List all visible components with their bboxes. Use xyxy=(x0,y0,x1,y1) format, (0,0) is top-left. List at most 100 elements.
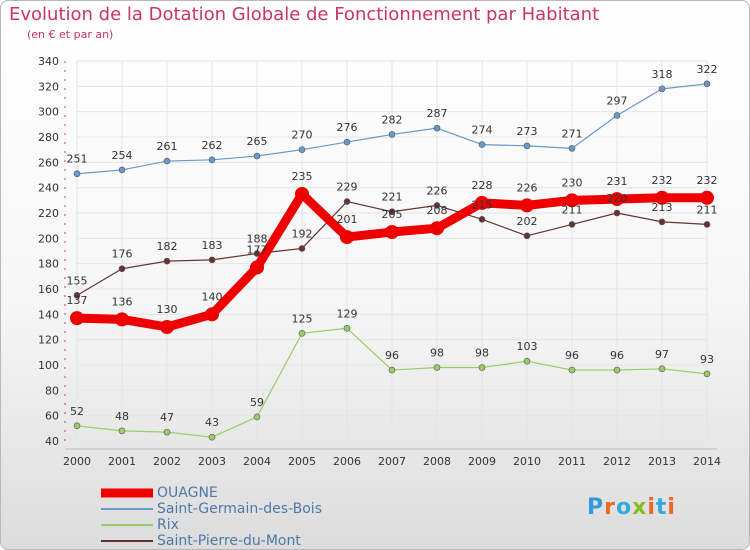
data-point-saint-pierre xyxy=(703,221,711,228)
y-tick-label: 120 xyxy=(38,334,59,347)
data-point-saint-germain xyxy=(433,124,441,132)
data-label-saint-germain: 261 xyxy=(157,140,178,153)
legend-swatch-saint-pierre xyxy=(101,540,153,542)
data-label-ouagne: 235 xyxy=(292,170,313,183)
data-label-saint-germain: 254 xyxy=(112,149,133,162)
data-label-rix: 96 xyxy=(385,349,399,362)
data-label-saint-germain: 265 xyxy=(247,135,268,148)
legend-label-rix: Rix xyxy=(157,517,179,533)
data-label-ouagne: 231 xyxy=(607,175,628,188)
x-tick-label: 2003 xyxy=(198,455,226,468)
data-label-saint-germain: 262 xyxy=(202,139,223,152)
data-point-saint-pierre xyxy=(118,265,126,273)
data-label-rix: 59 xyxy=(250,396,264,409)
data-point-ouagne xyxy=(115,312,129,327)
x-tick-label: 2002 xyxy=(153,455,181,468)
x-tick-label: 2005 xyxy=(288,455,316,468)
y-tick-label: 200 xyxy=(38,232,59,245)
y-tick-label: 260 xyxy=(38,156,59,169)
y-tick-label: 180 xyxy=(38,258,59,271)
x-tick-label: 2010 xyxy=(513,455,541,468)
data-point-ouagne xyxy=(700,190,714,205)
data-point-saint-pierre xyxy=(478,216,486,223)
data-label-saint-germain: 251 xyxy=(67,153,88,166)
logo-letter: i xyxy=(667,495,676,520)
data-point-rix xyxy=(388,366,396,374)
data-point-saint-pierre xyxy=(523,232,531,240)
legend-swatch-saint-germain xyxy=(101,508,153,510)
data-label-rix: 103 xyxy=(517,340,538,353)
data-label-rix: 98 xyxy=(430,347,444,360)
y-tick-label: 60 xyxy=(45,410,59,423)
logo-letter: i xyxy=(647,495,656,520)
data-point-rix xyxy=(478,364,486,371)
data-label-saint-pierre: 182 xyxy=(157,240,178,253)
data-label-saint-pierre: 192 xyxy=(292,227,313,240)
y-tick-label: 80 xyxy=(45,384,59,397)
y-tick-label: 220 xyxy=(38,207,59,220)
y-tick-label: 100 xyxy=(38,359,59,372)
data-label-ouagne: 205 xyxy=(382,208,403,221)
data-point-rix xyxy=(703,370,711,378)
data-point-rix xyxy=(118,427,126,435)
chart-subtitle: (en € et par an) xyxy=(27,28,114,41)
legend-label-saint-pierre: Saint-Pierre-du-Mont xyxy=(157,533,301,549)
data-point-ouagne xyxy=(340,230,354,245)
data-point-saint-pierre xyxy=(343,198,351,205)
data-point-saint-germain xyxy=(658,85,666,93)
data-point-saint-pierre xyxy=(208,256,216,264)
data-point-saint-germain xyxy=(73,170,81,178)
data-point-rix xyxy=(73,422,81,430)
logo-letter: o xyxy=(615,495,633,520)
data-label-saint-germain: 318 xyxy=(652,68,673,81)
data-point-rix xyxy=(298,330,306,337)
data-point-ouagne xyxy=(205,307,219,322)
logo-letter: P xyxy=(587,495,605,520)
data-label-saint-pierre: 229 xyxy=(337,181,358,194)
x-tick-label: 2001 xyxy=(108,455,136,468)
data-label-saint-pierre: 202 xyxy=(517,215,538,228)
data-point-saint-pierre xyxy=(298,245,306,252)
data-label-saint-germain: 276 xyxy=(337,121,358,134)
data-point-rix xyxy=(208,433,216,441)
data-point-saint-germain xyxy=(118,166,126,174)
data-label-ouagne: 136 xyxy=(112,295,133,308)
y-tick-label: 300 xyxy=(38,106,59,119)
data-point-ouagne xyxy=(430,221,444,236)
data-label-ouagne: 137 xyxy=(67,294,88,307)
x-tick-label: 2004 xyxy=(243,455,271,468)
data-label-rix: 129 xyxy=(337,307,358,320)
data-point-rix xyxy=(568,366,576,374)
data-point-ouagne xyxy=(160,320,174,334)
data-label-rix: 96 xyxy=(565,349,579,362)
data-label-saint-pierre: 215 xyxy=(472,198,493,211)
data-label-rix: 96 xyxy=(610,349,624,362)
y-tick-label: 280 xyxy=(38,131,59,144)
x-tick-label: 2012 xyxy=(603,455,631,468)
data-point-saint-germain xyxy=(568,145,576,152)
data-point-ouagne xyxy=(565,193,579,208)
legend-swatch-rix xyxy=(101,524,153,526)
data-label-ouagne: 130 xyxy=(157,303,178,316)
data-label-ouagne: 201 xyxy=(337,213,358,226)
data-point-ouagne xyxy=(250,260,264,275)
data-point-ouagne xyxy=(475,195,489,210)
data-point-saint-pierre xyxy=(658,218,666,226)
data-label-saint-pierre: 188 xyxy=(247,233,268,246)
data-point-ouagne xyxy=(520,198,534,213)
data-point-ouagne xyxy=(385,225,399,239)
x-tick-label: 2013 xyxy=(648,455,676,468)
data-point-saint-germain xyxy=(343,138,351,146)
data-label-saint-pierre: 155 xyxy=(67,274,88,287)
data-label-saint-germain: 282 xyxy=(382,113,403,126)
data-label-ouagne: 230 xyxy=(562,176,583,189)
data-label-rix: 98 xyxy=(475,347,489,360)
data-point-saint-pierre xyxy=(388,208,396,216)
data-label-rix: 93 xyxy=(700,353,714,366)
data-label-ouagne: 232 xyxy=(697,174,718,187)
data-label-ouagne: 226 xyxy=(517,181,538,194)
data-point-saint-germain xyxy=(478,141,486,148)
data-label-ouagne: 208 xyxy=(427,204,448,217)
data-label-rix: 43 xyxy=(205,416,219,429)
